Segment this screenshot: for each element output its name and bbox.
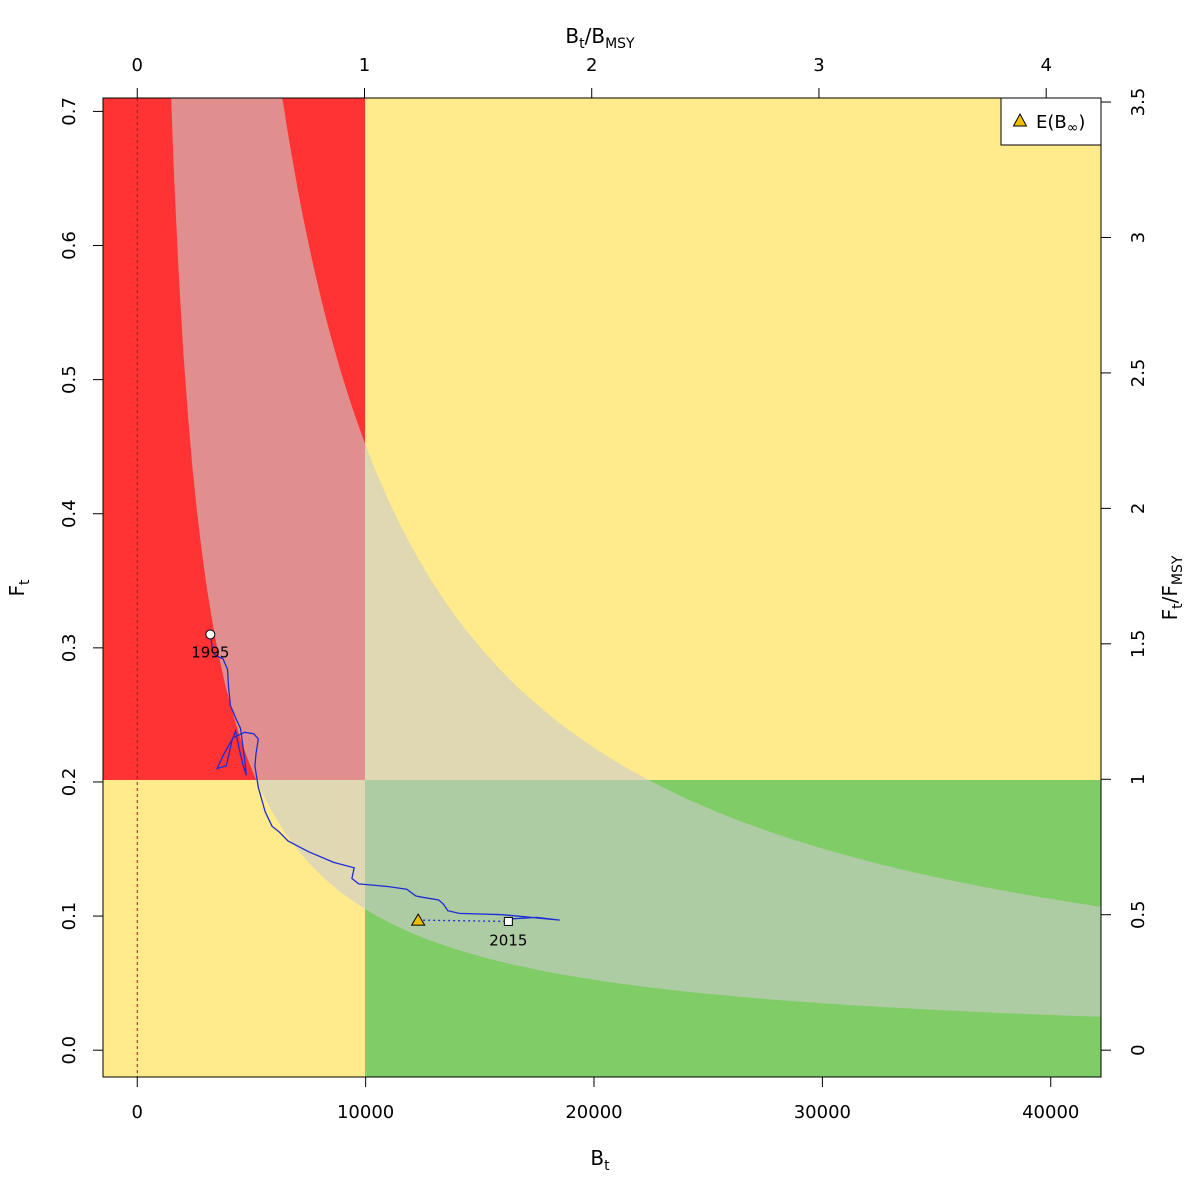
end-year-label: 2015: [489, 931, 527, 949]
y-tick-label: 0.5: [59, 365, 80, 394]
y-tick-label: 0.1: [59, 902, 80, 931]
end-point-2015: [503, 916, 513, 926]
projection-line: [418, 919, 509, 923]
top-tick-label: 4: [1040, 55, 1051, 76]
legend-label: E(B∞): [1036, 112, 1085, 136]
y-tick-label: 0.6: [59, 231, 80, 260]
legend-triangle-icon: [1012, 112, 1028, 127]
x-tick-label: 30000: [794, 1102, 851, 1123]
right-y-axis: 0 0.5 1 1.5 2 2.5 3 3.5: [1101, 88, 1149, 1056]
y-axis-label: Ft: [5, 579, 33, 597]
right-y-axis-label: Ft/FMSY: [1158, 555, 1186, 620]
x-tick-label: 40000: [1022, 1102, 1079, 1123]
right-tick-label: 0.5: [1128, 900, 1149, 929]
y-tick-label: 0.2: [59, 768, 80, 797]
x-tick-label: 0: [132, 1102, 143, 1123]
x-tick-label: 10000: [337, 1102, 394, 1123]
expected-equilibrium-marker: [410, 913, 426, 926]
y-tick-label: 0.3: [59, 634, 80, 663]
right-tick-label: 2.5: [1128, 359, 1149, 388]
right-tick-label: 1.5: [1128, 630, 1149, 659]
start-point-1995: [205, 629, 216, 640]
y-tick-label: 0.0: [59, 1036, 80, 1065]
x-axis-label: Bt: [590, 1146, 610, 1174]
msy-confidence-band: [171, 98, 1101, 1017]
start-year-label: 1995: [191, 643, 229, 661]
left-y-axis: 0.0 0.1 0.2 0.3 0.4 0.5 0.6 0.7: [59, 97, 103, 1064]
top-x-axis: 0 1 2 3 4: [132, 55, 1052, 98]
right-tick-label: 0: [1128, 1044, 1149, 1055]
right-tick-label: 3: [1128, 232, 1149, 243]
top-tick-label: 0: [132, 55, 143, 76]
legend: E(B∞): [1000, 97, 1102, 146]
top-tick-label: 2: [586, 55, 597, 76]
right-tick-label: 3.5: [1128, 88, 1149, 117]
y-tick-label: 0.7: [59, 97, 80, 126]
biomass-fishing-trajectory: [209, 634, 560, 921]
right-tick-label: 1: [1128, 774, 1149, 785]
top-tick-label: 3: [813, 55, 824, 76]
right-tick-label: 2: [1128, 503, 1149, 514]
top-x-axis-label: Bt/BMSY: [565, 24, 635, 52]
top-tick-label: 1: [359, 55, 370, 76]
plot-frame: [102, 97, 1102, 1078]
x-tick-label: 20000: [565, 1102, 622, 1123]
y-tick-label: 0.4: [59, 499, 80, 528]
bottom-x-axis: 0 10000 20000 30000 40000: [132, 1077, 1079, 1123]
